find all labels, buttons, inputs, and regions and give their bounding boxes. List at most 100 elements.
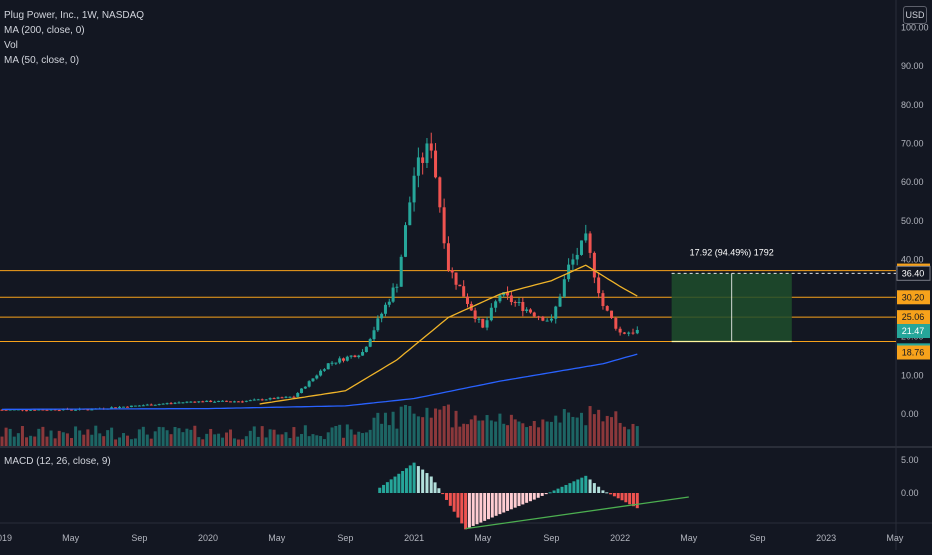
candle-body: [45, 409, 49, 411]
volume-bar: [78, 430, 82, 446]
volume-bar: [20, 425, 24, 446]
volume-bar: [25, 437, 29, 446]
candle-body: [554, 306, 558, 319]
time-tick-label: May: [62, 533, 80, 543]
macd-bar: [421, 469, 425, 493]
candle-body: [635, 329, 639, 334]
volume-bar: [554, 415, 558, 446]
volume-bar: [330, 427, 334, 446]
volume-bar: [296, 436, 300, 446]
volume-bar: [165, 430, 169, 446]
candle-body: [260, 399, 264, 401]
price-tick-label: 100.00: [901, 23, 929, 33]
volume-bar: [442, 406, 446, 446]
macd-bar: [536, 493, 540, 498]
volume-bar: [403, 405, 407, 446]
volume-bar: [635, 426, 639, 446]
volume-bar: [110, 427, 114, 446]
macd-bar: [429, 476, 433, 493]
candle-body: [571, 259, 575, 265]
macd-bar: [393, 476, 397, 493]
candle-body: [300, 388, 304, 394]
macd-bar: [441, 493, 445, 495]
macd-bar: [452, 493, 456, 512]
volume-bar: [502, 423, 506, 446]
volume-bar: [244, 436, 248, 446]
candle-body: [353, 355, 357, 358]
macd-bar: [597, 486, 601, 493]
volume-bar: [376, 412, 380, 446]
chart-legend: Plug Power, Inc., 1W, NASDAQ MA (200, cl…: [4, 8, 144, 68]
time-tick-label: May: [268, 533, 286, 543]
candle-body: [416, 157, 420, 176]
macd-bar: [437, 488, 441, 493]
macd-bar: [483, 493, 487, 521]
time-tick-label: May: [474, 533, 492, 543]
volume-bar: [232, 438, 236, 446]
volume-bar: [622, 426, 626, 446]
candle-body: [588, 233, 592, 253]
macd-histogram: [378, 462, 639, 530]
macd-bar: [502, 493, 506, 513]
candle-body: [240, 401, 244, 403]
symbol-title: Plug Power, Inc., 1W, NASDAQ: [4, 10, 145, 21]
macd-bar: [490, 493, 494, 518]
volume-bar: [16, 433, 20, 446]
volume-bar: [597, 409, 601, 446]
volume-bar: [252, 426, 256, 446]
volume-bar: [334, 425, 338, 446]
ma50-legend: MA (50, close, 0): [4, 55, 80, 66]
volume-bar: [53, 438, 57, 446]
volume-bar: [268, 429, 272, 446]
candle-body: [244, 400, 248, 402]
volume-bar: [545, 421, 549, 446]
macd-bar: [564, 484, 568, 493]
candle-body: [528, 309, 532, 313]
macd-bar: [620, 493, 624, 501]
macd-bar: [498, 493, 502, 515]
macd-bar: [609, 493, 613, 495]
macd-bar: [404, 468, 408, 493]
macd-bar: [532, 493, 536, 500]
time-tick-label: Sep: [337, 533, 353, 543]
volume-bar: [395, 428, 399, 446]
ma200-line: [1, 353, 638, 411]
volume-bar: [341, 437, 345, 446]
volume-bar: [61, 432, 65, 446]
candle-body: [627, 332, 631, 334]
candle-body: [481, 318, 485, 328]
candle-body: [605, 306, 609, 311]
candle-body: [248, 400, 252, 402]
price-tick-label: 90.00: [901, 61, 924, 71]
volume-bar: [353, 434, 357, 446]
macd-legend: MACD (12, 26, close, 9): [4, 456, 111, 467]
currency-button[interactable]: USD: [903, 6, 927, 24]
macd-bar: [425, 473, 429, 493]
volume-bar: [82, 434, 86, 446]
macd-bar: [412, 462, 416, 493]
volume-bar: [213, 434, 217, 446]
volume-bar: [280, 434, 284, 446]
volume-bar: [209, 428, 213, 446]
candle-body: [434, 150, 438, 178]
candle-body: [114, 407, 118, 409]
candle-body: [579, 240, 583, 255]
volume-bar: [225, 432, 229, 446]
candle-body: [268, 398, 272, 400]
volume-bar: [517, 421, 521, 446]
candle-body: [129, 405, 133, 408]
volume-bar: [588, 406, 592, 446]
volume-bar: [614, 411, 618, 446]
volume-bar: [549, 421, 553, 446]
volume-bar: [361, 433, 365, 446]
candle-body: [57, 410, 61, 412]
candle-body: [221, 400, 225, 402]
volume-bar: [118, 437, 122, 446]
candle-body: [622, 332, 626, 334]
macd-bar: [416, 466, 420, 493]
candle-body: [213, 401, 217, 403]
candle-body: [197, 401, 201, 403]
volume-bar: [33, 436, 37, 446]
